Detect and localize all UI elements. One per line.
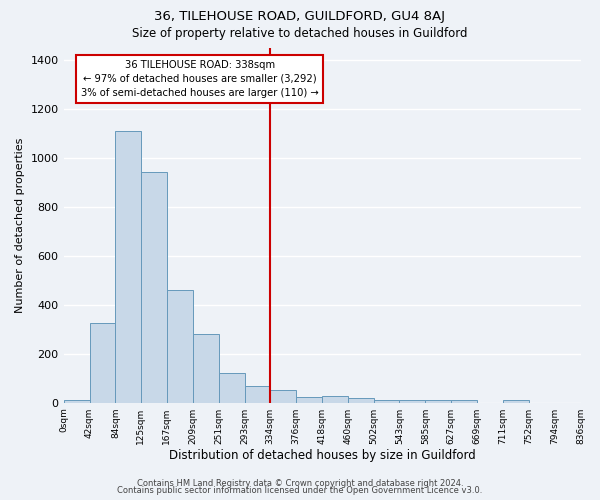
Bar — [193, 334, 219, 402]
Bar — [245, 386, 270, 402]
Bar — [425, 400, 451, 402]
Bar — [219, 374, 245, 402]
Bar — [270, 390, 296, 402]
Text: 36 TILEHOUSE ROAD: 338sqm
← 97% of detached houses are smaller (3,292)
3% of sem: 36 TILEHOUSE ROAD: 338sqm ← 97% of detac… — [81, 60, 319, 98]
Bar — [89, 323, 115, 402]
Bar — [296, 396, 322, 402]
Bar — [400, 400, 425, 402]
Bar — [64, 400, 89, 402]
Bar — [451, 400, 477, 402]
Y-axis label: Number of detached properties: Number of detached properties — [15, 138, 25, 313]
X-axis label: Distribution of detached houses by size in Guildford: Distribution of detached houses by size … — [169, 450, 475, 462]
Bar — [115, 131, 141, 402]
Text: 36, TILEHOUSE ROAD, GUILDFORD, GU4 8AJ: 36, TILEHOUSE ROAD, GUILDFORD, GU4 8AJ — [155, 10, 445, 23]
Text: Contains HM Land Registry data © Crown copyright and database right 2024.: Contains HM Land Registry data © Crown c… — [137, 478, 463, 488]
Bar — [348, 398, 374, 402]
Bar — [374, 400, 400, 402]
Text: Size of property relative to detached houses in Guildford: Size of property relative to detached ho… — [132, 28, 468, 40]
Bar — [503, 400, 529, 402]
Bar — [167, 290, 193, 403]
Bar — [322, 396, 348, 402]
Bar — [141, 172, 167, 402]
Text: Contains public sector information licensed under the Open Government Licence v3: Contains public sector information licen… — [118, 486, 482, 495]
